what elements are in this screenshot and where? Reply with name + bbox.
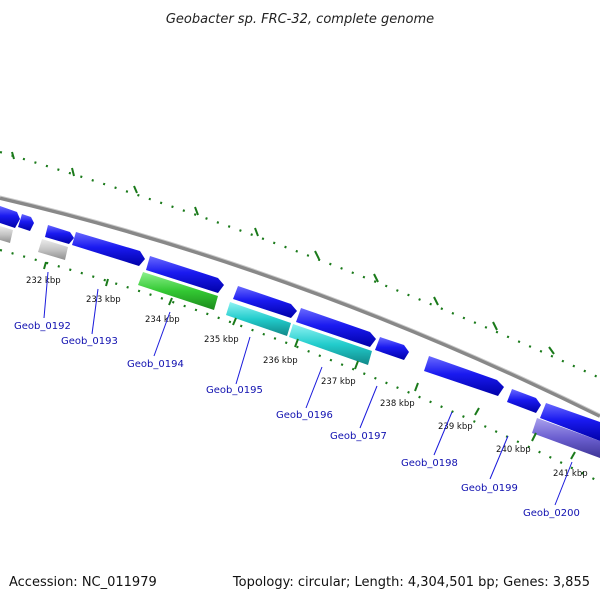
gene-features xyxy=(0,206,600,458)
gene-feature-grey-partial[interactable] xyxy=(0,226,13,243)
tick-label: 241 kbp xyxy=(553,469,588,479)
outer-scale-dashes xyxy=(11,151,555,355)
gene-feature-blue[interactable] xyxy=(296,308,376,347)
gene-label[interactable]: Geob_0195 xyxy=(206,385,263,396)
gene-feature-blue[interactable] xyxy=(540,403,600,441)
gene-leader-lines xyxy=(43,271,573,506)
gene-feature-grey[interactable] xyxy=(38,239,68,260)
gene-feature-blue[interactable] xyxy=(146,256,224,293)
genome-title: Geobacter sp. FRC-32, complete genome xyxy=(166,12,434,27)
genome-backbone xyxy=(0,195,600,418)
gene-label[interactable]: Geob_0194 xyxy=(127,359,184,370)
tick-label: 236 kbp xyxy=(263,356,298,366)
topology-summary: Topology: circular; Length: 4,304,501 bp… xyxy=(232,575,590,590)
gene-label[interactable]: Geob_0196 xyxy=(276,410,333,421)
gene-feature-blue[interactable] xyxy=(233,286,297,318)
inner-scale-dashes xyxy=(43,261,576,460)
gene-label[interactable]: Geob_0197 xyxy=(330,431,387,442)
tick-label: 240 kbp xyxy=(496,445,531,455)
accession-text: Accession: NC_011979 xyxy=(9,575,157,590)
gene-locus-labels: Geob_0192 Geob_0193 Geob_0194 Geob_0195 … xyxy=(14,321,580,519)
gene-label[interactable]: Geob_0200 xyxy=(523,508,580,519)
kbp-tick-labels: 232 kbp 233 kbp 234 kbp 235 kbp 236 kbp … xyxy=(26,276,588,479)
tick-label: 232 kbp xyxy=(26,276,61,286)
tick-label: 233 kbp xyxy=(86,295,121,305)
gene-label[interactable]: Geob_0199 xyxy=(461,483,518,494)
tick-label: 238 kbp xyxy=(380,399,415,409)
gene-feature-blue[interactable] xyxy=(72,232,145,266)
gene-feature-cyan[interactable] xyxy=(289,324,372,365)
gene-feature-cyan[interactable] xyxy=(226,302,291,336)
gene-feature-green[interactable] xyxy=(138,272,218,310)
gene-label[interactable]: Geob_0198 xyxy=(401,458,458,469)
gene-feature-blue[interactable] xyxy=(424,356,504,396)
gene-label[interactable]: Geob_0193 xyxy=(61,336,118,347)
tick-label: 234 kbp xyxy=(145,315,180,325)
gene-feature-blue[interactable] xyxy=(507,389,541,413)
gene-label[interactable]: Geob_0192 xyxy=(14,321,71,332)
gene-feature-blue[interactable] xyxy=(18,214,34,231)
gene-feature-purple[interactable] xyxy=(532,418,600,458)
tick-label: 237 kbp xyxy=(321,377,356,387)
gene-feature-blue[interactable] xyxy=(0,206,20,228)
tick-label: 239 kbp xyxy=(438,422,473,432)
gene-feature-blue[interactable] xyxy=(45,225,74,244)
gene-feature-blue[interactable] xyxy=(375,337,409,360)
tick-label: 235 kbp xyxy=(204,335,239,345)
